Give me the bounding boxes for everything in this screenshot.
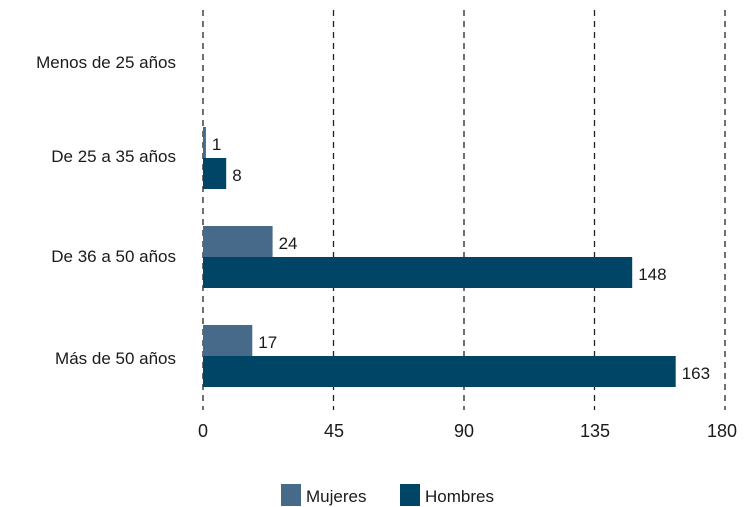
x-tick-label: 0 bbox=[198, 421, 208, 441]
bar-mujeres bbox=[203, 226, 273, 257]
legend-swatch-hombres bbox=[400, 484, 420, 506]
category-labels: Menos de 25 años De 25 a 35 años De 36 a… bbox=[36, 53, 176, 368]
bar-hombres bbox=[203, 257, 633, 288]
bars bbox=[203, 127, 676, 387]
legend-label-hombres: Hombres bbox=[425, 487, 494, 506]
category-label: De 36 a 50 años bbox=[51, 247, 176, 266]
category-label: Menos de 25 años bbox=[36, 53, 176, 72]
category-label: Más de 50 años bbox=[55, 349, 176, 368]
data-label: 148 bbox=[638, 265, 666, 284]
legend-swatch-mujeres bbox=[281, 484, 301, 506]
x-axis-tick-labels: 0 45 90 135 180 bbox=[198, 421, 737, 441]
bar-mujeres bbox=[203, 127, 206, 158]
bar-hombres bbox=[203, 158, 227, 189]
category-label: De 25 a 35 años bbox=[51, 147, 176, 166]
data-label: 1 bbox=[212, 135, 221, 154]
bar-mujeres bbox=[203, 325, 253, 356]
value-labels: 1 24 17 8 148 163 bbox=[212, 135, 710, 383]
data-label: 17 bbox=[258, 333, 277, 352]
data-label: 8 bbox=[232, 166, 241, 185]
bar-hombres bbox=[203, 356, 676, 387]
legend: Mujeres Hombres bbox=[281, 484, 494, 506]
x-tick-label: 135 bbox=[580, 421, 610, 441]
x-tick-label: 45 bbox=[324, 421, 344, 441]
data-label: 24 bbox=[279, 234, 298, 253]
gridlines bbox=[202, 10, 726, 410]
x-tick-label: 90 bbox=[454, 421, 474, 441]
data-label: 163 bbox=[682, 364, 710, 383]
legend-label-mujeres: Mujeres bbox=[306, 487, 366, 506]
x-tick-label: 180 bbox=[707, 421, 737, 441]
